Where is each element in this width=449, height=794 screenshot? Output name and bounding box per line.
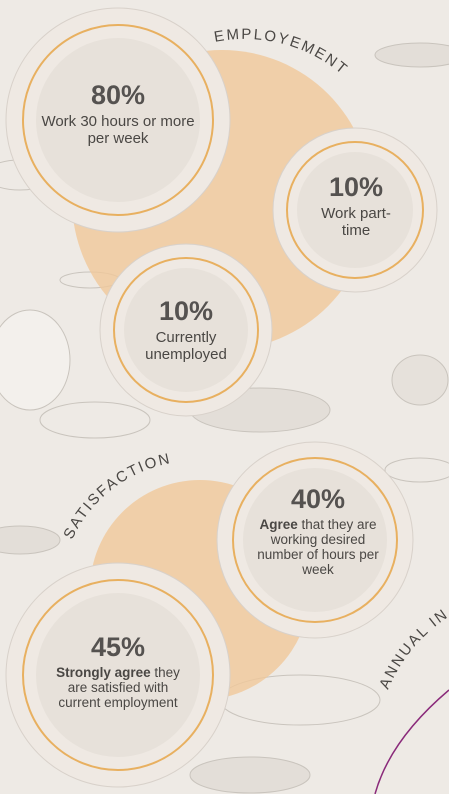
stat: 10% Currently unemployed [136, 296, 236, 363]
stat-text-block: Agree that they are working desired numb… [250, 517, 386, 577]
section-heading: ANNUAL IN [376, 605, 449, 691]
stat-text-block: Strongly agree they are satisfied with c… [50, 665, 186, 710]
stat: 10% Work part-time [320, 172, 392, 239]
stat-text: Work part-time [320, 205, 392, 239]
stat-text: Work 30 hours or more per week [38, 113, 198, 147]
stat-bold: Agree [259, 517, 297, 532]
stat-bold: Strongly agree [56, 665, 151, 680]
stat: 45% Strongly agree they are satisfied wi… [50, 632, 186, 710]
stat: 80% Work 30 hours or more per week [38, 80, 198, 147]
stat: 40% Agree that they are working desired … [250, 484, 386, 577]
heading-text: ANNUAL IN [376, 605, 449, 691]
stat-value: 40% [250, 484, 386, 515]
stat-value: 10% [320, 172, 392, 203]
stat-value: 45% [50, 632, 186, 663]
stat-text: Currently unemployed [136, 329, 236, 363]
stat-value: 10% [136, 296, 236, 327]
stat-value: 80% [38, 80, 198, 111]
page: {"sections": [ {"heading": "EMPLOYEMENT"… [0, 0, 449, 794]
